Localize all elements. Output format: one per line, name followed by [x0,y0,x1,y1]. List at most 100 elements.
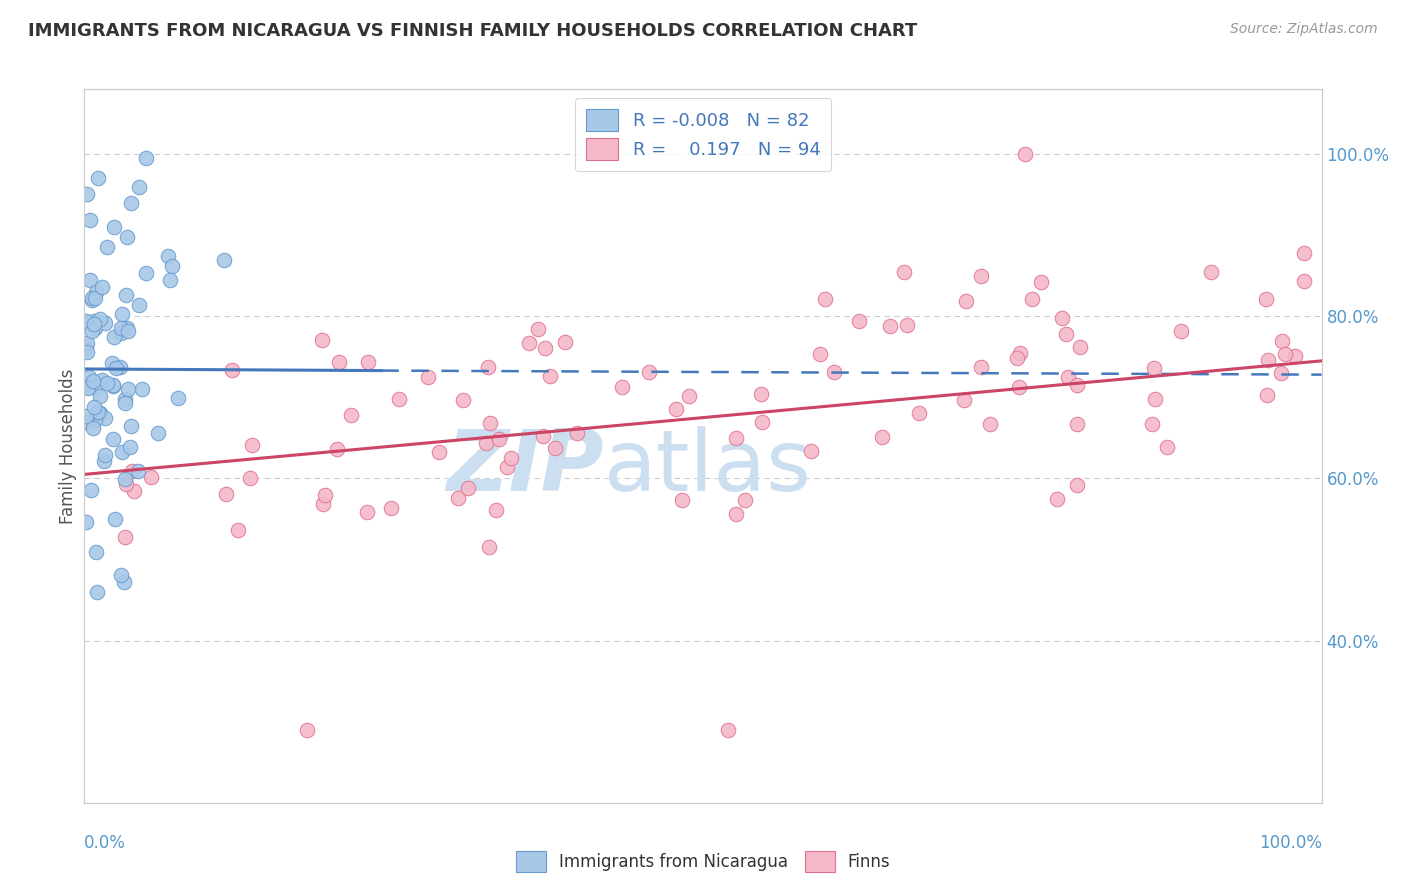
Text: 0.0%: 0.0% [84,834,127,852]
Point [453,392,475,407]
Point [665,402,688,417]
Point [80,483,103,497]
Point [879,318,901,333]
Point [103,220,125,235]
Point [120,195,142,210]
Point [1143,392,1166,406]
Point [91,373,114,387]
Point [517,335,540,350]
Point [565,425,588,440]
Point [751,415,773,429]
Point [1143,361,1166,376]
Point [94,448,117,462]
Point [1256,293,1278,307]
Point [477,541,499,555]
Point [457,481,479,495]
Point [328,355,350,369]
Point [1199,265,1222,279]
Point [1256,388,1278,402]
Point [94,316,117,330]
Point [82,374,104,388]
Point [1066,478,1088,492]
Point [1007,351,1029,365]
Point [101,378,124,392]
Point [101,378,124,392]
Point [538,369,561,384]
Point [135,151,157,165]
Point [82,421,104,435]
Point [75,314,97,328]
Point [671,493,693,508]
Point [311,333,333,347]
Point [110,567,132,582]
Point [167,391,190,405]
Point [80,291,103,305]
Point [239,470,262,484]
Point [1271,334,1294,348]
Point [76,336,98,351]
Point [96,376,118,390]
Point [488,432,510,446]
Point [979,417,1001,431]
Point [848,314,870,328]
Point [638,365,661,379]
Point [734,492,756,507]
Point [84,380,107,394]
Point [114,396,136,410]
Point [326,442,349,456]
Point [1284,349,1306,363]
Point [160,259,183,273]
Point [110,326,132,340]
Point [84,285,107,299]
Point [77,370,100,384]
Point [808,347,831,361]
Point [101,432,124,446]
Point [93,454,115,468]
Point [893,265,915,279]
Point [75,415,97,429]
Point [121,464,143,478]
Point [115,230,138,244]
Point [416,369,439,384]
Text: ZIP: ZIP [446,425,605,509]
Point [295,723,318,737]
Point [314,488,336,502]
Point [1257,352,1279,367]
Text: IMMIGRANTS FROM NICARAGUA VS FINNISH FAMILY HOUSEHOLDS CORRELATION CHART: IMMIGRANTS FROM NICARAGUA VS FINNISH FAM… [28,22,917,40]
Point [1274,347,1296,361]
Point [75,340,97,354]
Point [87,171,110,186]
Point [135,266,157,280]
Point [554,335,576,350]
Point [128,179,150,194]
Point [955,294,977,309]
Point [112,575,135,590]
Point [117,320,139,334]
Point [339,408,361,422]
Point [115,476,138,491]
Point [1050,310,1073,325]
Point [82,293,104,308]
Point [84,291,107,305]
Point [544,442,567,456]
Point [89,389,111,403]
Point [380,501,402,516]
Y-axis label: Family Households: Family Households [59,368,77,524]
Point [122,483,145,498]
Point [427,445,450,459]
Legend: Immigrants from Nicaragua, Finns: Immigrants from Nicaragua, Finns [508,843,898,880]
Point [357,354,380,368]
Point [110,321,132,335]
Point [120,440,142,454]
Point [148,426,170,441]
Point [485,503,508,517]
Text: 100.0%: 100.0% [1258,834,1322,852]
Point [749,386,772,401]
Point [86,405,108,419]
Point [474,436,496,450]
Point [477,359,499,374]
Point [952,392,974,407]
Point [312,497,335,511]
Point [496,459,519,474]
Point [115,288,138,302]
